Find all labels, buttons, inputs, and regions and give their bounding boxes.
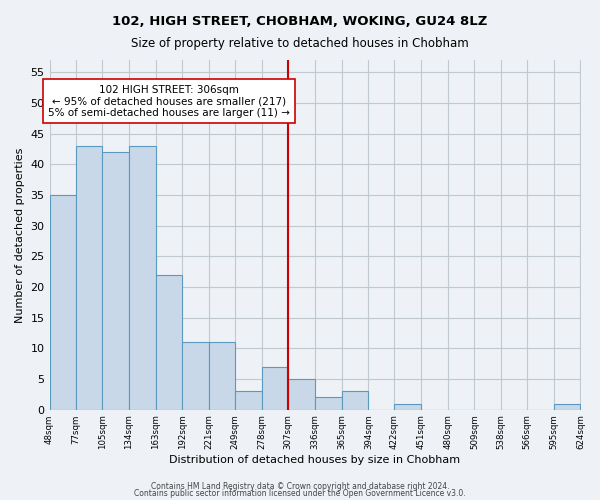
Text: 102, HIGH STREET, CHOBHAM, WOKING, GU24 8LZ: 102, HIGH STREET, CHOBHAM, WOKING, GU24 … [112,15,488,28]
Text: Contains HM Land Registry data © Crown copyright and database right 2024.: Contains HM Land Registry data © Crown c… [151,482,449,491]
Bar [76,146,102,409]
Bar [102,152,129,409]
Bar [209,342,235,409]
Bar [315,398,342,409]
Y-axis label: Number of detached properties: Number of detached properties [15,147,25,322]
Bar [342,392,368,409]
Bar [129,146,155,409]
Bar [182,342,209,409]
Text: 102 HIGH STREET: 306sqm
← 95% of detached houses are smaller (217)
5% of semi-de: 102 HIGH STREET: 306sqm ← 95% of detache… [48,84,290,117]
Text: Size of property relative to detached houses in Chobham: Size of property relative to detached ho… [131,38,469,51]
X-axis label: Distribution of detached houses by size in Chobham: Distribution of detached houses by size … [169,455,461,465]
Text: Contains public sector information licensed under the Open Government Licence v3: Contains public sector information licen… [134,490,466,498]
Bar [235,392,262,409]
Bar [288,379,315,410]
Bar [554,404,580,409]
Bar [394,404,421,409]
Bar [155,274,182,409]
Bar [262,367,288,410]
Bar [50,195,76,410]
